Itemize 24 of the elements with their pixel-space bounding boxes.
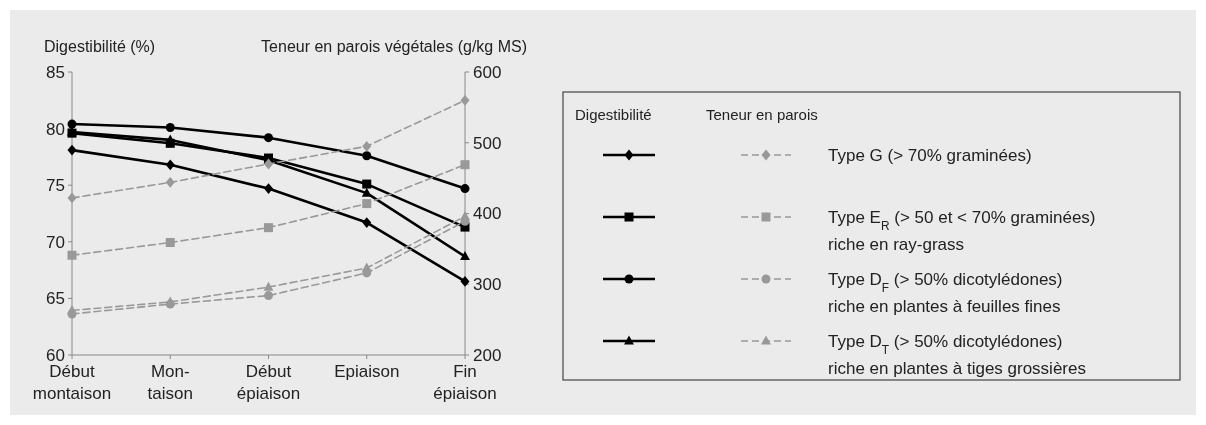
text: Teneur en parois	[706, 106, 818, 123]
y-tick-label: 80	[46, 119, 65, 139]
x-tick-label: Epiaison	[334, 362, 400, 381]
y2-tick-label: 400	[473, 204, 502, 224]
x-tick-label: Mon- taison	[147, 362, 193, 403]
legend-label: Type G (> 70% graminées)	[828, 146, 1032, 165]
x-tick-label: Fin épiaison	[433, 362, 497, 403]
legend-label: Type D$_{T}$ (> 50% dicotylédones) riche en plantes à tiges grossières	[828, 332, 1086, 378]
y-tick-label: 60	[46, 345, 65, 365]
y-tick-label: 70	[46, 232, 65, 252]
y2-tick-label: 500	[473, 133, 502, 153]
x-tick-label: Début montaison	[32, 362, 112, 403]
x-tick-label: Début épiaison	[236, 362, 301, 403]
y2-tick-label: 200	[473, 345, 502, 365]
y-tick-label: 85	[46, 62, 65, 82]
legend-label: Type E$_{R}$ (> 50 et < 70% graminées) riche en ray-grass	[828, 208, 1096, 254]
y-tick-label: 65	[46, 289, 65, 309]
y2-axis-title: Teneur en parois végétales (g/kg MS)	[261, 38, 527, 55]
y-axis-title: Digestibilité (%)	[44, 38, 156, 55]
legend-label: Type D$_{F}$ (> 50% dicotylédones) riche en plantes à feuilles fines	[828, 270, 1063, 316]
y-tick-label: 75	[46, 176, 65, 196]
text: Digestibilité	[575, 106, 652, 123]
y2-tick-label: 600	[473, 62, 502, 82]
y2-tick-label: 300	[473, 275, 502, 295]
